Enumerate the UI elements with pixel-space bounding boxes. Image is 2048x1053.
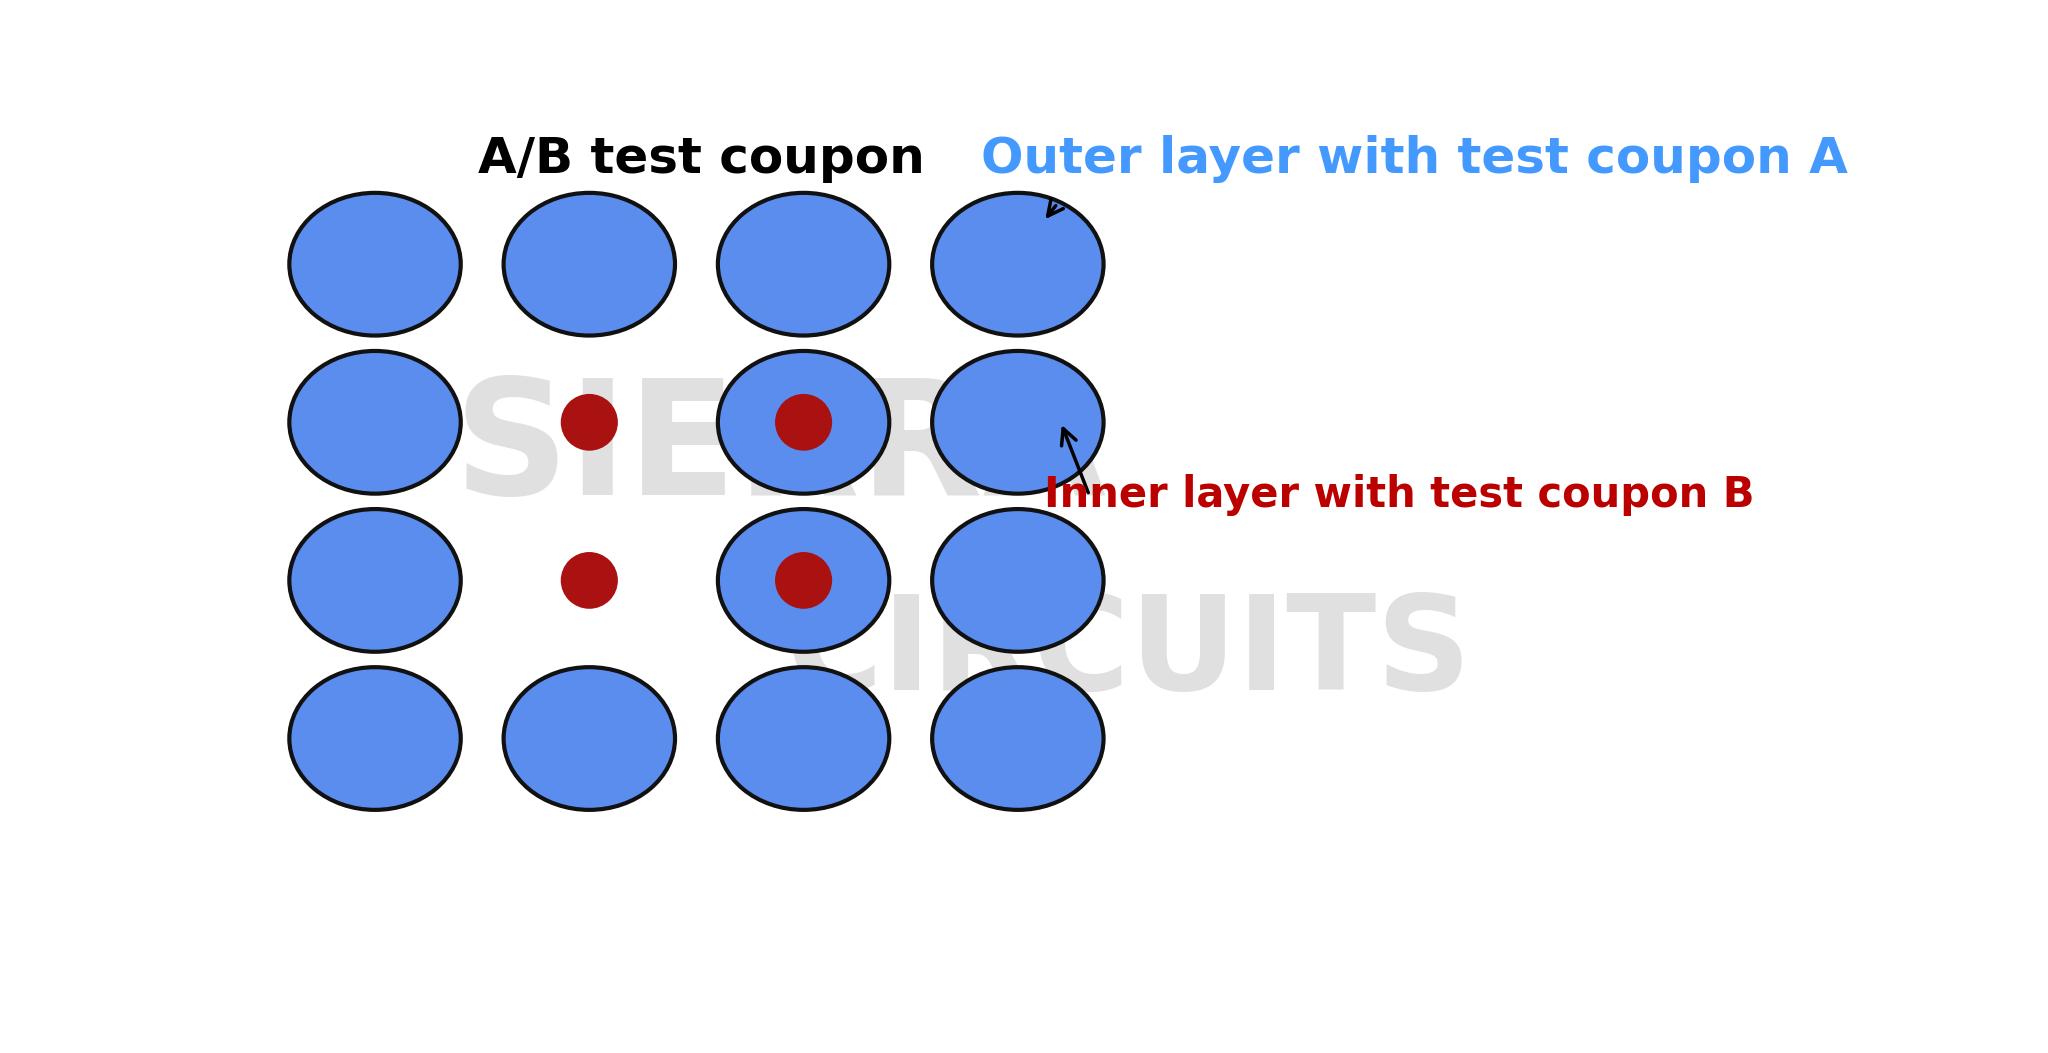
Ellipse shape [719,193,889,336]
Ellipse shape [932,351,1104,494]
Ellipse shape [719,509,889,652]
Ellipse shape [504,193,676,336]
Ellipse shape [289,668,461,810]
Ellipse shape [932,668,1104,810]
Ellipse shape [289,509,461,652]
Ellipse shape [774,552,831,609]
Ellipse shape [504,668,676,810]
Ellipse shape [289,351,461,494]
Ellipse shape [774,394,831,451]
Ellipse shape [289,193,461,336]
Ellipse shape [561,552,618,609]
Text: Inner layer with test coupon B: Inner layer with test coupon B [1044,474,1753,516]
Ellipse shape [561,394,618,451]
Ellipse shape [719,351,889,494]
Ellipse shape [719,668,889,810]
Ellipse shape [932,509,1104,652]
Ellipse shape [932,193,1104,336]
Text: A/B test coupon: A/B test coupon [479,135,926,183]
Text: SIERRA: SIERRA [453,373,1106,529]
Text: Outer layer with test coupon A: Outer layer with test coupon A [981,135,1847,183]
Text: CIRCUITS: CIRCUITS [786,590,1473,717]
